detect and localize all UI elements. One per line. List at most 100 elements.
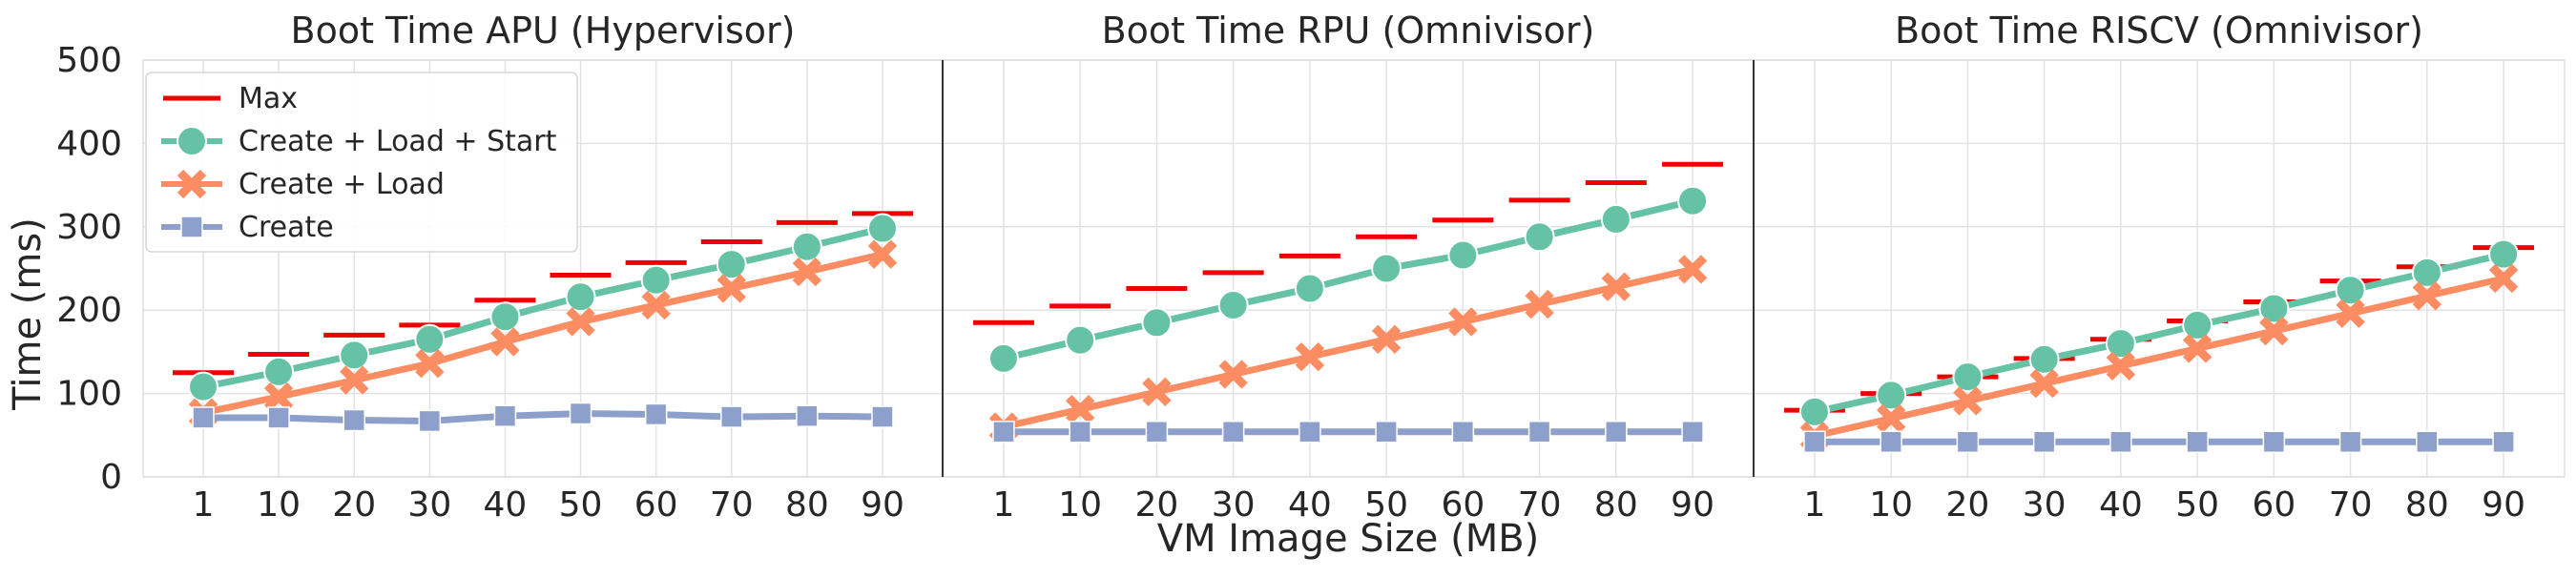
x-tick-label: 90 (2482, 485, 2525, 525)
data-point (188, 371, 219, 402)
x-tick-label: 70 (1518, 485, 1562, 525)
data-point (1798, 396, 1830, 427)
series-square (992, 421, 1704, 443)
data-point (415, 348, 445, 379)
data-point (2109, 430, 2132, 454)
series-dash (972, 161, 1724, 325)
x-tick-label: 90 (1671, 485, 1714, 525)
data-point (418, 409, 442, 433)
x-tick-label: 10 (1058, 485, 1102, 525)
data-point (1880, 430, 1902, 454)
data-point (2258, 293, 2290, 324)
data-point (1524, 221, 1555, 253)
series-circle (188, 213, 898, 402)
legend-label: Create (239, 211, 334, 244)
legend-label: Create + Load (239, 168, 445, 201)
data-point (2488, 238, 2520, 270)
data-point (640, 264, 672, 296)
data-point (720, 405, 743, 428)
y-tick-label: 200 (56, 291, 122, 330)
data-point (867, 239, 898, 269)
x-tick-label: 20 (332, 485, 376, 525)
series-line (1003, 197, 1693, 362)
data-point (987, 342, 1019, 374)
y-axis-label: Time (ms) (6, 217, 50, 411)
data-point (1065, 324, 1096, 356)
x-tick-label: 80 (785, 485, 829, 525)
series-square (192, 402, 894, 433)
data-point (1069, 421, 1091, 443)
data-point (414, 323, 446, 355)
legend-entry: Create (161, 211, 334, 244)
series-line (202, 225, 883, 391)
legend-label: Max (239, 82, 298, 115)
panel-title: Boot Time APU (Hypervisor) (291, 10, 796, 52)
x-tick-label: 80 (2405, 485, 2449, 525)
x-tick-label: 20 (1134, 485, 1178, 525)
x-tick-label: 50 (1364, 485, 1408, 525)
data-point (1065, 395, 1095, 424)
series-square (1803, 430, 2515, 454)
chart-legend: Max Create + Load + Start Create + Load Cre… (145, 72, 578, 253)
data-point (2186, 430, 2209, 454)
x-tick-label: 50 (559, 485, 603, 525)
data-point (2492, 430, 2515, 454)
data-point (644, 402, 668, 426)
x-tick-label: 10 (1869, 485, 1913, 525)
legend-label: Create + Load + Start (239, 125, 557, 158)
data-point (2029, 368, 2059, 399)
data-point (2262, 430, 2286, 454)
data-point (1601, 272, 1631, 301)
data-point (2032, 430, 2056, 454)
data-point (2488, 263, 2519, 294)
x-tick-label: 40 (484, 485, 528, 525)
legend-box (145, 72, 578, 253)
data-point (1142, 377, 1172, 407)
data-point (565, 281, 596, 313)
data-point (1218, 360, 1248, 389)
data-point (1953, 386, 1983, 416)
y-tick-label: 0 (100, 458, 122, 497)
data-point (1677, 255, 1708, 284)
data-point (1876, 380, 1907, 411)
data-point (1217, 289, 1249, 320)
data-point (2412, 281, 2442, 311)
legend-entry: Max (163, 82, 298, 115)
series-x (988, 255, 1708, 442)
panel-title: Boot Time RPU (Omnivisor) (1102, 10, 1595, 52)
data-point (2411, 257, 2442, 288)
data-point (1371, 324, 1402, 354)
series-line (1814, 275, 2504, 440)
data-point (641, 290, 671, 320)
data-point (791, 231, 822, 262)
data-point (490, 327, 520, 357)
data-point (992, 421, 1015, 443)
data-point (566, 307, 595, 337)
data-point (340, 365, 369, 395)
data-point (2182, 309, 2213, 340)
x-tick-label: 1 (1803, 485, 1825, 525)
data-point (1451, 421, 1475, 443)
data-point (2416, 430, 2439, 454)
x-tick-label: 1 (193, 485, 215, 525)
data-point (343, 408, 365, 432)
data-point (1956, 430, 1980, 454)
legend-swatch-marker (177, 169, 207, 199)
data-point (493, 404, 517, 427)
x-tick-label: 40 (2099, 485, 2143, 525)
y-tick-label: 100 (56, 375, 122, 414)
data-point (569, 402, 592, 425)
data-point (1295, 341, 1325, 372)
data-point (1448, 307, 1478, 337)
data-point (1221, 421, 1245, 443)
chart-panels: Boot Time APU (Hypervisor)1 10 20 30 40 50 60 7… (56, 10, 2566, 525)
data-point (267, 406, 290, 429)
panel-title: Boot Time RISCV (Omnivisor) (1895, 10, 2423, 52)
data-point (1876, 403, 1906, 434)
y-tick-label: 500 (56, 41, 122, 80)
data-point (2259, 316, 2289, 346)
x-tick-label: 50 (2175, 485, 2219, 525)
x-tick-label: 40 (1288, 485, 1332, 525)
